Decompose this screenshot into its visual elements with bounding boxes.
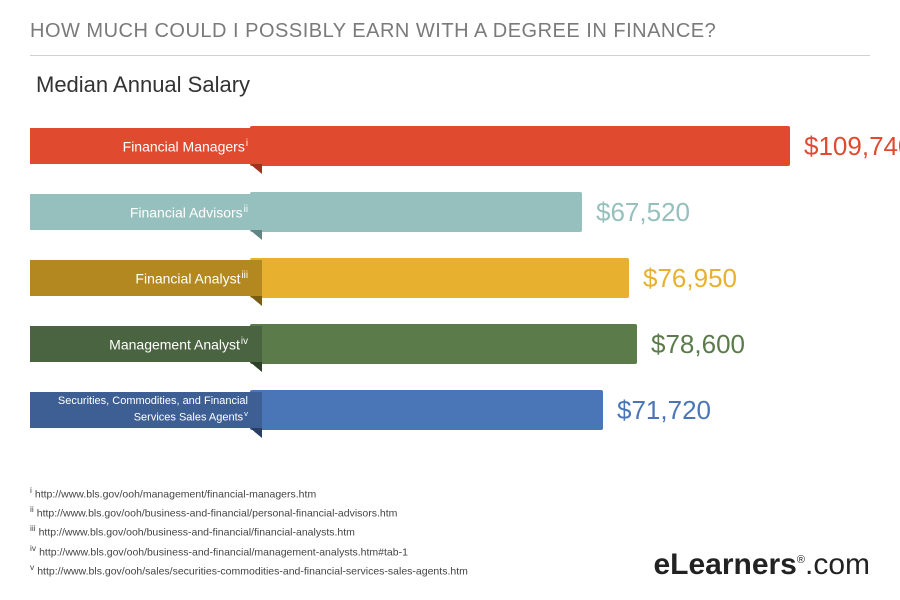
bar-label-text: Financial Advisorsii — [130, 204, 248, 221]
footnote-text: http://www.bls.gov/ooh/sales/securities-… — [37, 565, 468, 577]
bar-fold — [250, 362, 262, 372]
footnote-mark: i — [246, 138, 248, 149]
footnote-mark: i — [30, 485, 32, 495]
chart-subtitle: Median Annual Salary — [36, 72, 870, 98]
logo-suffix: .com — [805, 548, 870, 581]
bar-fold — [250, 296, 262, 306]
footnote-text: http://www.bls.gov/ooh/business-and-fina… — [39, 546, 408, 558]
footnote-line: ivhttp://www.bls.gov/ooh/business-and-fi… — [30, 542, 468, 561]
logo: eLearners®.com — [653, 548, 870, 582]
bar-fold — [250, 428, 262, 438]
footnote-text: http://www.bls.gov/ooh/business-and-fina… — [39, 527, 355, 539]
footnote-mark: iv — [30, 543, 36, 553]
bar-label: Securities, Commodities, and Financial S… — [30, 392, 262, 428]
bar-value: $76,950 — [643, 258, 737, 298]
footnote-mark: ii — [244, 204, 248, 215]
bar-label: Financial Managersi — [30, 128, 262, 164]
footnote-line: vhttp://www.bls.gov/ooh/sales/securities… — [30, 561, 468, 580]
bar-label-text: Securities, Commodities, and Financial S… — [30, 395, 248, 424]
footnote-line: ihttp://www.bls.gov/ooh/management/finan… — [30, 484, 468, 503]
footnote-text: http://www.bls.gov/ooh/business-and-fina… — [37, 508, 398, 520]
footnote-mark: iii — [241, 270, 248, 281]
bar-row: Financial Analystiii $76,950 — [30, 252, 870, 304]
bar-row: Financial Managersi$109,740 — [30, 120, 870, 172]
bar — [250, 192, 582, 232]
bar — [250, 390, 603, 430]
salary-bar-chart: Financial Managersi$109,740 Financial Adv… — [30, 120, 870, 436]
footnote-line: iiihttp://www.bls.gov/ooh/business-and-f… — [30, 522, 468, 541]
bar-value: $71,720 — [617, 390, 711, 430]
bar-value: $109,740 — [804, 126, 900, 166]
bar — [250, 258, 629, 298]
footnote-mark: v — [30, 562, 34, 572]
bar-label: Financial Advisorsii — [30, 194, 262, 230]
bar-value: $78,600 — [651, 324, 745, 364]
divider — [30, 55, 870, 56]
footnotes: ihttp://www.bls.gov/ooh/management/finan… — [30, 484, 468, 580]
bar — [250, 126, 790, 166]
bar-fold — [250, 230, 262, 240]
bar-row: Securities, Commodities, and Financial S… — [30, 384, 870, 436]
bar-label-text: Financial Analystiii — [135, 270, 248, 287]
bar — [250, 324, 637, 364]
logo-bold: eLearners — [653, 548, 796, 581]
page-title: HOW MUCH COULD I POSSIBLY EARN WITH A DE… — [30, 20, 870, 43]
bar-fold — [250, 164, 262, 174]
bar-value: $67,520 — [596, 192, 690, 232]
bar-label: Management Analystiv — [30, 326, 262, 362]
footnote-line: iihttp://www.bls.gov/ooh/business-and-fi… — [30, 503, 468, 522]
footnote-mark: iv — [241, 336, 248, 347]
footnote-mark: iii — [30, 523, 36, 533]
bar-row: Management Analystiv $78,600 — [30, 318, 870, 370]
bar-row: Financial Advisorsii $67,520 — [30, 186, 870, 238]
registered-icon: ® — [797, 554, 805, 566]
footnote-mark: ii — [30, 504, 34, 514]
bar-label: Financial Analystiii — [30, 260, 262, 296]
footnote-text: http://www.bls.gov/ooh/management/financ… — [35, 488, 316, 500]
page: HOW MUCH COULD I POSSIBLY EARN WITH A DE… — [0, 0, 900, 600]
bar-label-text: Financial Managersi — [123, 138, 248, 155]
footnote-mark: v — [244, 409, 248, 418]
bar-label-text: Management Analystiv — [109, 336, 248, 353]
